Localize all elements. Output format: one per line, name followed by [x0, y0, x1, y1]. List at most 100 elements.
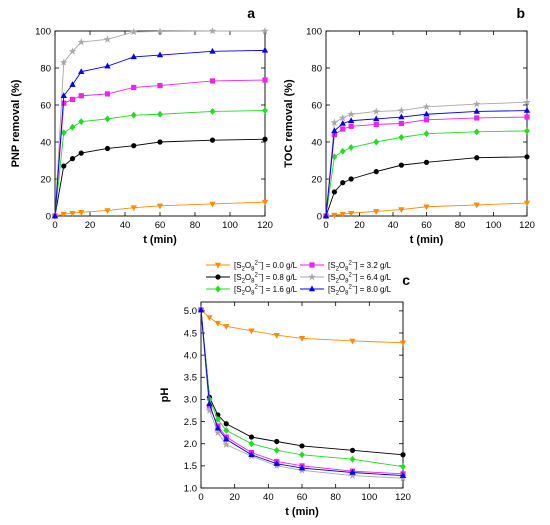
series-line	[54, 110, 266, 217]
data-point	[156, 27, 164, 35]
legend-label-suffix: ] = 6.4 g/L	[355, 273, 391, 282]
legend-label: [S2O82−] = 3.2 g/L	[328, 261, 392, 273]
data-point	[398, 113, 405, 120]
x-tick-label: 0	[323, 220, 328, 231]
data-point	[372, 107, 381, 115]
data-point	[104, 62, 111, 69]
series-d3.2	[198, 307, 406, 477]
data-point	[399, 472, 407, 478]
legend-marker	[308, 285, 316, 292]
y-tick-label: 3.0	[184, 395, 197, 406]
legend: [S2O82−] = 0.0 g/L [S2O82−] = 3.2 g/L[S2O…	[206, 261, 392, 297]
series-line	[200, 309, 404, 477]
legend-label-sup: 2−	[254, 285, 261, 291]
plot-frame	[200, 301, 404, 489]
legend-item-d6.4: [S2O82−] = 6.4 g/L	[300, 273, 392, 285]
legend-label-suffix: ] = 3.2 g/L	[355, 261, 391, 270]
data-point	[156, 203, 164, 210]
data-point	[524, 114, 530, 120]
y-tick-label: 100	[306, 26, 322, 37]
data-point	[298, 336, 306, 342]
data-point	[78, 68, 85, 74]
x-tick-label: 80	[190, 220, 201, 231]
data-point	[349, 455, 356, 463]
panel-label: a	[247, 5, 255, 21]
y-tick-label: 100	[35, 26, 51, 37]
data-point	[523, 98, 531, 106]
data-point	[131, 84, 137, 91]
data-point	[261, 46, 269, 53]
data-point	[423, 204, 430, 211]
legend-label-sup: 2−	[254, 273, 261, 279]
x-tick-label: 0	[198, 492, 203, 503]
legend-marker	[308, 272, 316, 281]
data-point	[373, 121, 379, 128]
data-point	[104, 115, 111, 123]
data-point	[261, 199, 269, 206]
data-point	[214, 424, 221, 431]
x-tick-label: 60	[421, 220, 432, 231]
data-point	[223, 435, 230, 442]
data-point	[69, 210, 76, 217]
legend-label-suffix: ] = 8.0 g/L	[355, 285, 391, 294]
y-tick-label: 40	[40, 137, 51, 148]
data-point	[339, 120, 346, 126]
data-point	[223, 426, 230, 434]
legend-label-prefix: [S	[234, 273, 242, 282]
data-point	[209, 108, 216, 115]
data-point	[214, 415, 221, 423]
y-tick-label: 2.5	[184, 417, 197, 428]
series-line	[200, 309, 404, 475]
data-point	[373, 209, 380, 215]
data-point	[398, 162, 404, 168]
data-point	[69, 156, 76, 162]
legend-label-suffix: ] = 0.0 g/L	[261, 261, 297, 270]
data-point	[474, 115, 480, 121]
y-tick-label: 5.0	[184, 306, 197, 317]
x-tick-label: 120	[395, 492, 411, 503]
legend-label-prefix: [S	[328, 285, 336, 294]
legend-label: [S2O82−] = 8.0 g/L	[328, 285, 392, 297]
data-point	[349, 338, 356, 345]
legend-label-mid: O	[339, 261, 345, 270]
data-point	[523, 107, 531, 113]
plot-frame	[325, 30, 528, 217]
data-point	[348, 176, 354, 182]
legend-label-prefix: [S	[234, 285, 242, 294]
data-point	[248, 328, 255, 335]
data-point	[398, 133, 405, 141]
series-d1.6	[323, 127, 530, 220]
data-point	[261, 26, 269, 35]
data-point	[473, 107, 480, 114]
data-point	[77, 38, 86, 46]
legend-item-d1.6: [S2O82−] = 1.6 g/L	[206, 285, 298, 297]
y-tick-label: 80	[40, 63, 51, 74]
y-axis-label: TOC removal (%)	[283, 79, 295, 168]
x-tick-label: 80	[330, 492, 341, 503]
data-point	[299, 451, 305, 459]
legend-label-mid: O	[245, 285, 251, 294]
data-point	[104, 91, 111, 97]
x-axis-label: t (min)	[143, 234, 177, 246]
data-point	[248, 451, 255, 458]
data-point	[423, 159, 430, 165]
data-point	[473, 128, 480, 136]
data-point	[422, 102, 431, 111]
data-point	[373, 115, 380, 122]
legend-label-prefix: [S	[328, 261, 336, 270]
data-point	[473, 202, 480, 209]
data-point	[69, 96, 76, 103]
data-point	[208, 26, 217, 35]
data-point	[104, 145, 111, 152]
data-point	[131, 143, 137, 149]
x-tick-label: 40	[263, 492, 274, 503]
legend-marker	[215, 274, 221, 280]
data-point	[339, 147, 346, 155]
data-point	[373, 169, 379, 175]
x-tick-label: 20	[85, 220, 96, 231]
legend-marker	[214, 262, 222, 269]
legend-label-suffix: ] = 1.6 g/L	[261, 285, 297, 294]
x-tick-label: 80	[455, 220, 466, 231]
data-point	[78, 118, 85, 126]
legend-label: [S2O82−] = 0.8 g/L	[234, 273, 298, 285]
